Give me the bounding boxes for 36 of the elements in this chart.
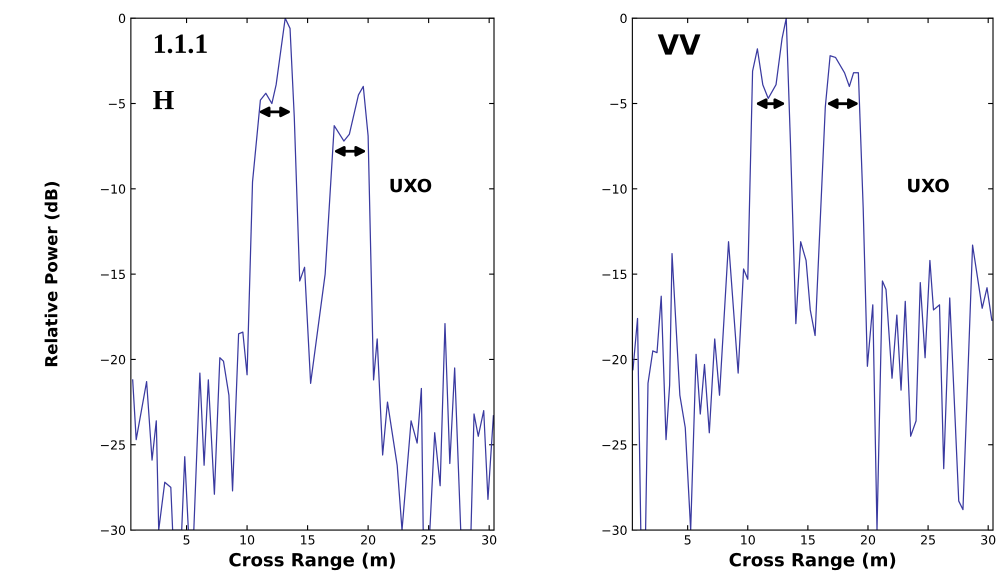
annotation: UXO bbox=[908, 178, 949, 192]
y-axis-title: Relative Power (dB) bbox=[44, 182, 60, 366]
y-tick-label: −15 bbox=[100, 270, 125, 280]
y-tick-label: −30 bbox=[100, 526, 126, 535]
x-tick-label: 15 bbox=[801, 535, 815, 545]
x-tick-label: 5 bbox=[184, 535, 190, 545]
x-tick-label: 10 bbox=[741, 535, 755, 545]
x-axis-title: Cross Range (m) bbox=[229, 552, 395, 570]
annotation: 1.1.1 bbox=[154, 34, 207, 54]
y-tick-label: −5 bbox=[108, 99, 125, 108]
x-tick-label: 20 bbox=[860, 535, 876, 545]
y-tick-label: −20 bbox=[602, 354, 627, 364]
x-tick-label: 20 bbox=[361, 535, 376, 545]
x-tick-label: 25 bbox=[422, 535, 436, 545]
y-tick-label: −10 bbox=[602, 184, 627, 194]
x-tick-label: 30 bbox=[981, 535, 996, 545]
x-tick-label: 10 bbox=[240, 535, 254, 545]
line-series bbox=[632, 18, 992, 530]
y-tick-label: 0 bbox=[620, 14, 627, 24]
annotation: UXO bbox=[390, 178, 432, 192]
x-tick-label: 30 bbox=[482, 535, 496, 545]
x-tick-label: 15 bbox=[301, 535, 314, 545]
x-tick-label: 25 bbox=[921, 535, 935, 545]
y-tick-label: −30 bbox=[602, 526, 627, 535]
x-tick-label: 5 bbox=[684, 535, 691, 545]
y-tick-label: −5 bbox=[610, 99, 626, 108]
y-tick-label: 0 bbox=[118, 14, 126, 24]
annotation: VV bbox=[658, 34, 700, 55]
y-tick-label: −25 bbox=[100, 440, 125, 450]
y-tick-label: −25 bbox=[602, 440, 626, 450]
y-tick-label: −20 bbox=[100, 354, 126, 364]
x-axis-title: Cross Range (m) bbox=[730, 552, 896, 570]
y-tick-label: −10 bbox=[100, 184, 126, 194]
annotation: H bbox=[153, 90, 174, 110]
y-tick-label: −15 bbox=[602, 270, 626, 280]
line-series bbox=[132, 18, 494, 530]
